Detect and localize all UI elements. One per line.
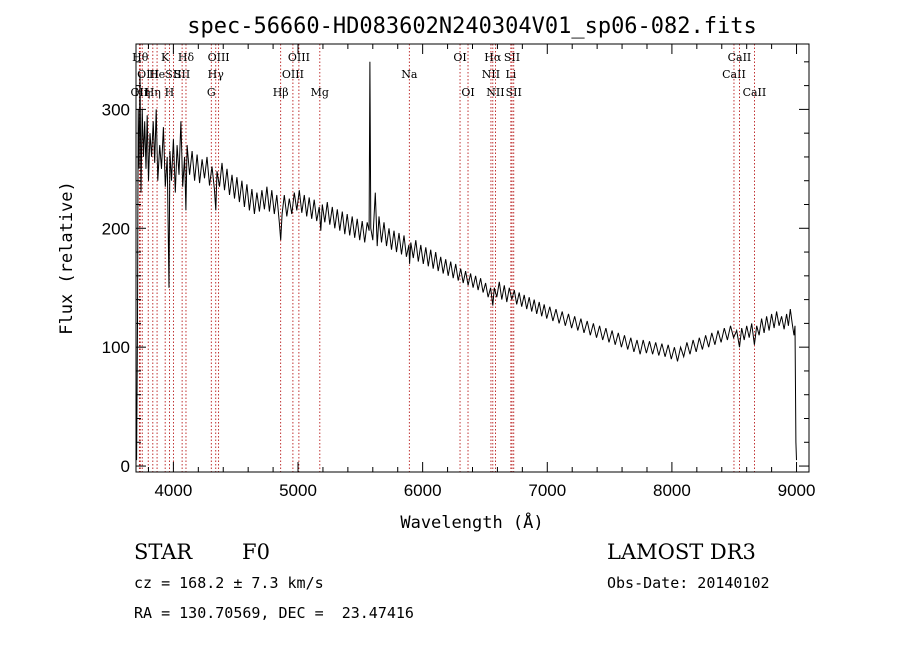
line-label-12: Hγ — [208, 68, 225, 81]
survey-name: LAMOST DR3 — [607, 540, 756, 564]
line-label-23: NII — [486, 86, 504, 99]
spectral-line-markers: OIIHθHηOIIIHηHeKHSIIHδSIIGHγOIIIHβOIIIOI… — [131, 44, 767, 472]
x-tick-label-1: 5000 — [279, 481, 317, 500]
object-class: STAR — [134, 540, 193, 564]
line-label-18: Na — [401, 68, 418, 81]
line-label-13: OIII — [208, 51, 230, 64]
axis-ticks: 4000 5000 6000 7000 8000 9000 0 100 200 300 — [102, 44, 816, 500]
spectrum-line-0 — [136, 61, 797, 461]
x-tick-label-5: 9000 — [778, 481, 816, 500]
line-label-19: OI — [453, 51, 466, 64]
object-subclass: F0 — [242, 540, 270, 564]
line-label-7: H — [165, 86, 175, 99]
line-label-21: NII — [482, 68, 500, 81]
line-label-14: Hβ — [273, 86, 289, 99]
line-label-15: OIII — [282, 68, 304, 81]
line-label-2: Hη — [134, 86, 150, 99]
chart-title: spec-56660-HD083602N240304V01_sp06-082.f… — [187, 14, 757, 39]
line-label-29: CaII — [743, 86, 767, 99]
line-label-8: SII — [165, 68, 181, 81]
spectrum-chart: spec-56660-HD083602N240304V01_sp06-082.f… — [57, 14, 816, 533]
x-tick-label-0: 4000 — [154, 481, 192, 500]
line-label-25: SII — [504, 51, 520, 64]
redshift-velocity: cz = 168.2 ± 7.3 km/s — [134, 574, 324, 592]
line-label-9: Hδ — [178, 51, 195, 64]
line-label-27: CaII — [722, 68, 746, 81]
line-label-24: Li — [505, 68, 516, 81]
plot-frame — [135, 43, 810, 473]
spectrum-series — [136, 61, 797, 461]
line-label-26: SII — [506, 86, 522, 99]
line-label-3: OIII — [137, 68, 159, 81]
line-label-10: SII — [174, 68, 190, 81]
y-tick-label-1: 100 — [102, 338, 130, 357]
line-label-22: Hα — [484, 51, 502, 64]
line-label-4: Hη — [145, 86, 161, 99]
y-axis-label: Flux (relative) — [57, 181, 77, 335]
x-tick-label-2: 6000 — [404, 481, 442, 500]
line-label-5: He — [149, 68, 165, 81]
y-tick-label-0: 0 — [121, 457, 130, 476]
line-label-6: K — [161, 51, 170, 64]
coordinates: RA = 130.70569, DEC = 23.47416 — [134, 604, 414, 622]
line-label-17: Mg — [311, 86, 329, 99]
x-axis-label: Wavelength (Å) — [400, 511, 543, 533]
line-label-11: G — [207, 86, 216, 99]
y-tick-label-2: 200 — [102, 219, 130, 238]
line-label-28: CaII — [728, 51, 752, 64]
observation-date: Obs-Date: 20140102 — [607, 574, 770, 592]
y-tick-label-3: 300 — [102, 100, 130, 119]
line-label-20: OI — [461, 86, 474, 99]
x-tick-label-3: 7000 — [528, 481, 566, 500]
line-label-16: OIII — [288, 51, 310, 64]
x-tick-label-4: 8000 — [653, 481, 691, 500]
